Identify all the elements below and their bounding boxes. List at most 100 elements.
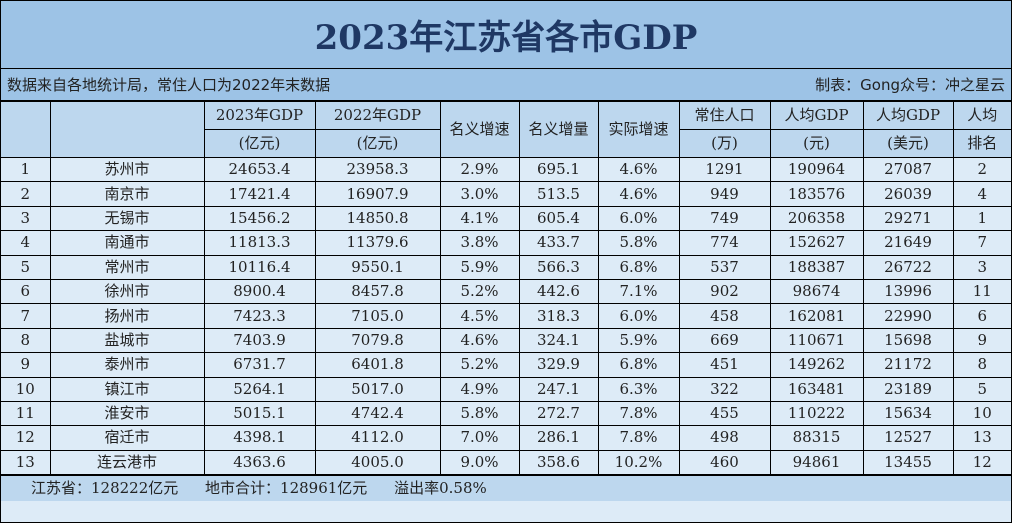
table-cell: 537 [678, 254, 771, 280]
table-cell: 6731.7 [203, 352, 316, 378]
table-cell: 110222 [769, 400, 864, 427]
column-header: 实际增速 [597, 101, 680, 158]
table-cell: 4005.0 [314, 449, 441, 476]
page-title: 2023年江苏省各市GDP [1, 1, 1011, 69]
table-cell: 9 [952, 327, 1011, 354]
table-cell: 南通市 [49, 230, 205, 256]
table-cell: 6.0% [597, 303, 680, 329]
table-cell: 12 [952, 449, 1011, 476]
table-cell: 宿迁市 [49, 425, 205, 451]
table-cell: 5017.0 [314, 376, 441, 402]
table-cell: 566.3 [518, 254, 599, 280]
gdp-table: 2023年GDP 2022年GDP 名义增速 名义增量 实际增速 常住人口 人均GDP 人均G… [1, 101, 1011, 476]
table-cell: 329.9 [518, 352, 599, 378]
table-cell: 110671 [769, 327, 864, 354]
table-cell: 7079.8 [314, 327, 441, 354]
table-cell: 12527 [862, 425, 954, 451]
table-cell: 4112.0 [314, 425, 441, 451]
table-cell: 902 [678, 278, 771, 305]
table-cell: 442.6 [518, 278, 599, 305]
column-header: 人均 [952, 101, 1011, 130]
table-cell: 324.1 [518, 327, 599, 354]
table-cell: 24653.4 [203, 156, 316, 183]
column-header: 名义增速 [439, 101, 520, 158]
table-cell: 10.2% [597, 449, 680, 476]
table-row: 4 南通市 11813.3 11379.6 3.8% 433.7 5.8% 774 152627… [1, 230, 1011, 256]
table-cell: 5.9% [597, 327, 680, 354]
table-cell: 13996 [862, 278, 954, 305]
table-cell: 3 [1, 205, 51, 232]
column-header-unit: (元) [769, 129, 864, 158]
table-row: 12 宿迁市 4398.1 4112.0 7.0% 286.1 7.8% 498 88315 12… [1, 425, 1011, 451]
table-cell: 4363.6 [203, 449, 316, 476]
table-cell: 98674 [769, 278, 864, 305]
column-header-unit: (亿元) [314, 129, 441, 158]
table-cell: 152627 [769, 230, 864, 256]
table-cell: 29271 [862, 205, 954, 232]
column-header: 名义增量 [518, 101, 599, 158]
table-cell: 7105.0 [314, 303, 441, 329]
table-cell: 163481 [769, 376, 864, 402]
table-cell: 774 [678, 230, 771, 256]
table-cell: 21172 [862, 352, 954, 378]
column-header-unit: (万) [678, 129, 771, 158]
table-cell: 7423.3 [203, 303, 316, 329]
table-cell: 21649 [862, 230, 954, 256]
table-cell: 6.8% [597, 352, 680, 378]
table-cell: 5015.1 [203, 400, 316, 427]
city-sum: 地市合计：128961亿元 [205, 479, 368, 498]
column-header [1, 101, 51, 158]
table-cell: 8457.8 [314, 278, 441, 305]
note-row: 数据来自各地统计局，常住人口为2022年末数据 制表：Gong众号：冲之星云 [1, 69, 1011, 101]
table-cell: 连云港市 [49, 449, 205, 476]
table-cell: 4.6% [597, 181, 680, 207]
table-header: 2023年GDP 2022年GDP 名义增速 名义增量 实际增速 常住人口 人均GDP 人均G… [1, 101, 1011, 158]
table-cell: 4.6% [597, 156, 680, 183]
table-cell: 9550.1 [314, 254, 441, 280]
table-cell: 9.0% [439, 449, 520, 476]
table-cell: 190964 [769, 156, 864, 183]
table-cell: 5.9% [439, 254, 520, 280]
table-cell: 镇江市 [49, 376, 205, 402]
table-cell: 6.3% [597, 376, 680, 402]
table-cell: 13455 [862, 449, 954, 476]
table-cell: 749 [678, 205, 771, 232]
table-cell: 1 [952, 205, 1011, 232]
table-cell: 9 [1, 352, 51, 378]
table-cell: 455 [678, 400, 771, 427]
table-row: 5 常州市 10116.4 9550.1 5.9% 566.3 6.8% 537 188387 2… [1, 254, 1011, 280]
table-cell: 7 [952, 230, 1011, 256]
table-cell: 22990 [862, 303, 954, 329]
table-cell: 7.1% [597, 278, 680, 305]
table-row: 11 淮安市 5015.1 4742.4 5.8% 272.7 7.8% 455 110222 1… [1, 400, 1011, 427]
author-note: 制表：Gong众号：冲之星云 [815, 76, 1005, 94]
table-cell: 4.5% [439, 303, 520, 329]
table-cell: 183576 [769, 181, 864, 207]
table-cell: 5.8% [597, 230, 680, 256]
source-note: 数据来自各地统计局，常住人口为2022年末数据 [7, 76, 331, 94]
table-cell: 162081 [769, 303, 864, 329]
table-cell: 513.5 [518, 181, 599, 207]
overflow-rate: 溢出率0.58% [394, 479, 487, 498]
table-cell: 15456.2 [203, 205, 316, 232]
column-header: 2022年GDP [314, 101, 441, 130]
table-cell: 3.8% [439, 230, 520, 256]
table-cell: 14850.8 [314, 205, 441, 232]
table-cell: 徐州市 [49, 278, 205, 305]
table-row: 8 盐城市 7403.9 7079.8 4.6% 324.1 5.9% 669 110671 15… [1, 327, 1011, 354]
table-cell: 27087 [862, 156, 954, 183]
column-header [49, 101, 205, 158]
column-header-unit: (美元) [862, 129, 954, 158]
table-cell: 6.8% [597, 254, 680, 280]
table-cell: 11813.3 [203, 230, 316, 256]
table-cell: 188387 [769, 254, 864, 280]
column-header-unit: (亿元) [204, 129, 316, 158]
table-cell: 10 [952, 400, 1011, 427]
table-row: 2 南京市 17421.4 16907.9 3.0% 513.5 4.6% 949 183576… [1, 181, 1011, 207]
table-cell: 149262 [769, 352, 864, 378]
table-cell: 12 [1, 425, 51, 451]
table-cell: 淮安市 [49, 400, 205, 427]
table-row: 13 连云港市 4363.6 4005.0 9.0% 358.6 10.2% 460 94861… [1, 449, 1011, 476]
table-cell: 5 [1, 254, 51, 280]
table-cell: 2 [952, 156, 1011, 183]
